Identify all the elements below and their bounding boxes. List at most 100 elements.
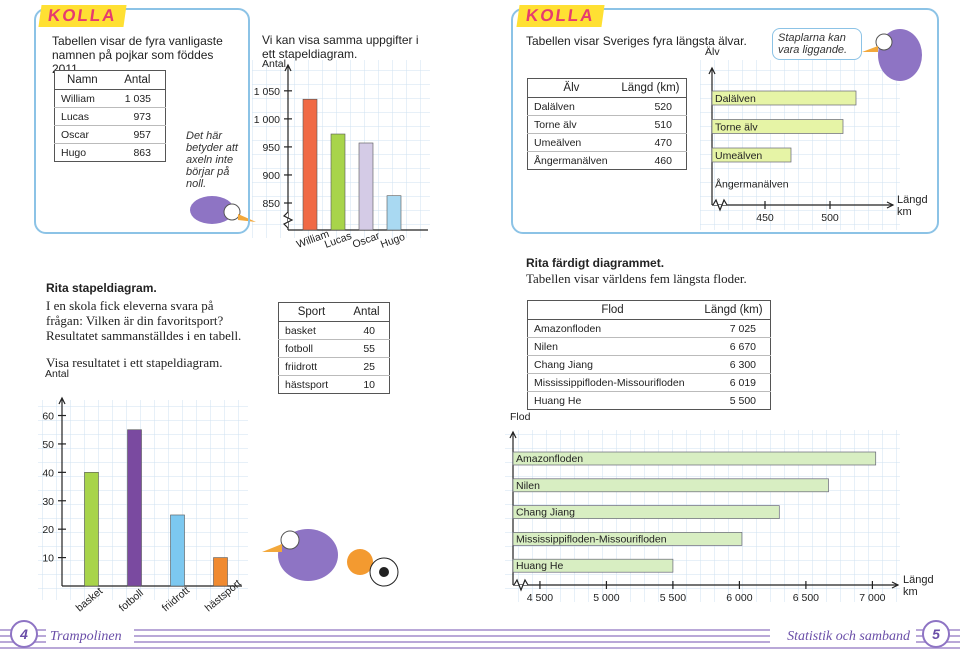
table-cell: 55 — [343, 339, 390, 358]
table-cell: 10 — [343, 375, 390, 394]
table-cell: hästsport — [278, 375, 344, 394]
axis-arrow — [509, 430, 517, 439]
category-label: Dalälven — [715, 93, 756, 105]
page-circle — [922, 620, 950, 648]
intro-text: Tabellen visar Sveriges fyra längsta älv… — [526, 34, 747, 48]
table-cell: Lucas — [54, 107, 110, 126]
bar — [170, 514, 185, 587]
table-cell: 6 300 — [697, 355, 771, 374]
category-label: Chang Jiang — [516, 507, 575, 519]
task-instruction: Visa resultatet i ett stapeldiagram. — [46, 355, 223, 370]
table-cell: Ångermanälven — [527, 151, 615, 170]
chapter-title: Statistik och samband — [787, 629, 911, 644]
category-label: Torne älv — [715, 122, 758, 134]
axis-label: Antal — [45, 368, 69, 380]
table-cell: 460 — [614, 151, 687, 170]
axis-label: Antal — [262, 58, 286, 70]
table-cell: 510 — [614, 115, 687, 134]
table-cell: friidrott — [278, 357, 344, 376]
axis-break — [282, 211, 294, 229]
bar — [330, 133, 346, 231]
axis-arrow — [891, 581, 900, 589]
page-number: 5 — [932, 626, 940, 642]
intro-text: Tabellen visar de fyra vanligaste namnen… — [52, 34, 223, 76]
bird-illustration — [862, 29, 922, 81]
bar — [711, 90, 857, 106]
table-cell: 973 — [109, 107, 166, 126]
table-cell: 1 035 — [109, 89, 166, 108]
note: Staplarna kan vara liggande. — [772, 28, 862, 60]
bar — [512, 505, 780, 519]
footer-label-bg — [770, 627, 916, 643]
chart-intro: Vi kan visa samma uppgifter i ett stapel… — [262, 33, 419, 61]
table-cell: William — [54, 89, 110, 108]
axis-label: Flod — [510, 411, 531, 423]
book-title: Trampolinen — [50, 629, 122, 644]
y-tick-label: 850 — [262, 198, 280, 210]
badge: KOLLA — [38, 5, 127, 27]
category-label: Mississippifloden-Missourifloden — [516, 533, 667, 545]
grid-paper — [700, 60, 900, 230]
axis-label: Älv — [705, 46, 720, 58]
table-cell: Dalälven — [527, 97, 615, 116]
category-label: Amazonfloden — [516, 453, 583, 465]
table-cell: Amazonfloden — [527, 319, 698, 338]
bar — [302, 98, 318, 231]
category-label: Huang He — [516, 560, 563, 572]
table-cell: Mississippifloden-Missourifloden — [527, 373, 698, 392]
table-cell: 470 — [614, 133, 687, 152]
axis-break — [513, 578, 529, 592]
x-tick-label: 500 — [821, 212, 839, 224]
table-header: Antal — [109, 70, 166, 90]
table-header: Flod — [527, 300, 698, 320]
table-cell: 6 019 — [697, 373, 771, 392]
y-tick-label: 20 — [42, 524, 54, 536]
y-tick-label: 50 — [42, 439, 54, 451]
axis-break — [712, 198, 728, 212]
category-label: Umeälven — [715, 150, 762, 162]
task-heading: Rita stapeldiagram. — [46, 281, 157, 295]
table-cell: basket — [278, 321, 344, 340]
bird-illustration — [190, 196, 256, 224]
info-box — [34, 8, 250, 234]
x-tick-label: 4 500 — [527, 592, 553, 604]
x-tick-label: 450 — [756, 212, 774, 224]
bar — [127, 429, 142, 587]
table-header: Sport — [278, 302, 344, 322]
table-cell: 40 — [343, 321, 390, 340]
category-label: Nilen — [516, 480, 540, 492]
table-cell: 5 500 — [697, 391, 771, 410]
y-tick-label: 10 — [42, 553, 54, 565]
badge: KOLLA — [516, 5, 605, 27]
y-tick-label: 950 — [262, 142, 280, 154]
y-tick-label: 40 — [42, 467, 54, 479]
x-tick-label: 5 000 — [593, 592, 619, 604]
bar — [512, 478, 829, 493]
note: Det här betyder att axeln inte börjar på… — [186, 130, 238, 190]
x-tick-label: 6 500 — [793, 592, 819, 604]
table-cell: Umeälven — [527, 133, 615, 152]
axis-arrow — [58, 396, 66, 405]
table-cell: 7 025 — [697, 319, 771, 338]
axis-label: Längd km — [903, 574, 934, 598]
bar — [512, 451, 877, 466]
category-label: Ångermanälven — [715, 178, 789, 191]
task-text: Tabellen visar världens fem längsta flod… — [526, 271, 747, 286]
table-cell: Hugo — [54, 143, 110, 162]
axis-arrow — [284, 63, 292, 72]
table-cell: Huang He — [527, 391, 698, 410]
table-cell: Chang Jiang — [527, 355, 698, 374]
table: Sport Antal basket 40 fotboll 55 friidrott 25 hä… — [278, 302, 390, 394]
table-header: Älv — [527, 78, 615, 98]
grid-paper — [38, 400, 248, 600]
info-box — [511, 8, 939, 234]
table: Flod Längd (km) Amazonfloden 7 025 Nilen 6 67… — [527, 300, 771, 410]
table-cell: 957 — [109, 125, 166, 144]
table-header: Namn — [54, 70, 110, 90]
bar — [386, 195, 402, 231]
x-tick-label: 5 500 — [660, 592, 686, 604]
table: Älv Längd (km) Dalälven 520 Torne älv 510 Umeä… — [527, 78, 687, 170]
bar — [711, 119, 844, 134]
footer-label-bg — [46, 627, 134, 643]
